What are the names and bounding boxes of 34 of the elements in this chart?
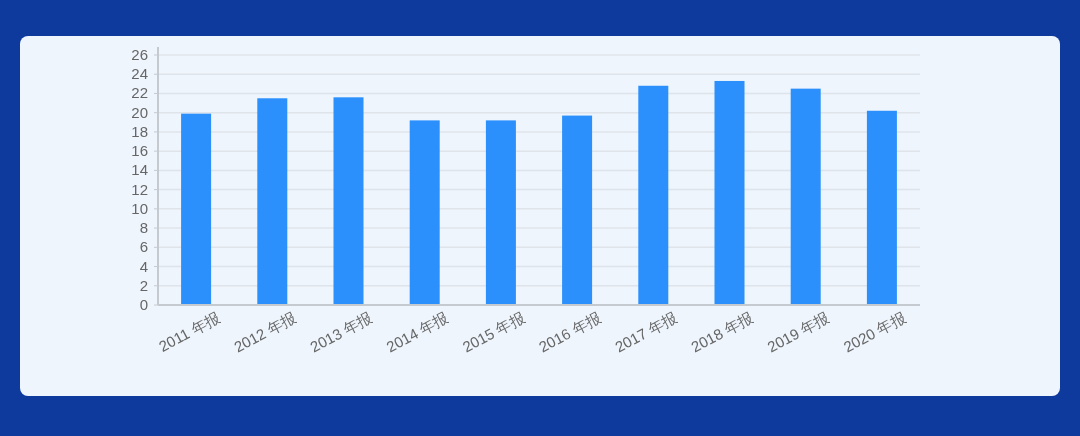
x-tick-label: 2015 年报 <box>459 308 528 356</box>
bar <box>257 98 288 305</box>
y-tick-label: 12 <box>131 180 148 198</box>
y-tick-label: 10 <box>131 199 148 217</box>
x-tick-label: 2011 年报 <box>155 308 223 355</box>
bar <box>638 85 669 305</box>
y-tick-label: 8 <box>139 219 148 237</box>
x-tick-label: 2013 年报 <box>307 308 375 356</box>
x-tick-label: 2014 年报 <box>383 308 452 356</box>
bar <box>714 80 745 305</box>
bar <box>181 113 212 305</box>
y-tick-label: 20 <box>131 103 148 121</box>
x-tick-label: 2020 年报 <box>840 308 909 356</box>
y-tick-label: 26 <box>131 46 148 63</box>
y-tick-label: 16 <box>131 142 148 160</box>
y-tick-label: 4 <box>139 257 148 275</box>
y-tick-label: 22 <box>131 84 148 102</box>
x-tick-label: 2017 年报 <box>612 308 680 356</box>
bar <box>409 120 440 305</box>
y-tick-label: 0 <box>139 296 148 313</box>
y-tick-label: 14 <box>131 161 148 179</box>
y-tick-label: 24 <box>131 65 148 83</box>
x-tick-label: 2018 年报 <box>688 308 756 356</box>
bar <box>333 97 364 305</box>
x-tick-label: 2012 年报 <box>231 308 299 356</box>
y-tick-label: 18 <box>131 122 148 140</box>
x-tick-label: 2019 年报 <box>764 308 833 356</box>
bar <box>485 120 516 305</box>
y-tick-label: 6 <box>139 238 148 256</box>
bar <box>866 110 897 305</box>
y-tick-label: 2 <box>139 276 148 294</box>
x-tick-label: 2016 年报 <box>535 308 604 356</box>
bar <box>562 115 593 305</box>
bar <box>790 88 821 305</box>
